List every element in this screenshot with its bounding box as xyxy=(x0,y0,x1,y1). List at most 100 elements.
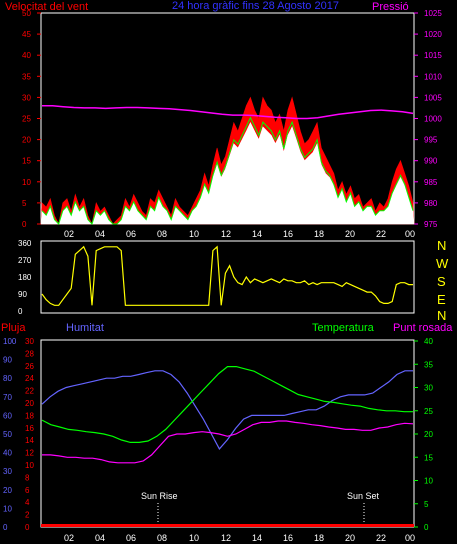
temperature-y-tick-15: 15 xyxy=(424,453,433,462)
wind-y-tick-35: 35 xyxy=(22,72,31,81)
wind-y-tick-15: 15 xyxy=(22,157,31,166)
wind-x-tick-04: 04 xyxy=(95,229,105,239)
pressure-line xyxy=(42,105,414,120)
pressure-title: Pressió xyxy=(372,1,409,13)
rain-y-tick-26: 26 xyxy=(25,362,34,371)
rain-label: Pluja xyxy=(1,322,26,334)
wind-x-tick-22: 22 xyxy=(376,229,386,239)
rain-y-tick-22: 22 xyxy=(25,387,34,396)
dew-point-label: Punt rosada xyxy=(393,322,453,334)
humidity-y-tick-60: 60 xyxy=(3,411,12,420)
rain-y-tick-4: 4 xyxy=(25,498,30,507)
rain-y-tick-8: 8 xyxy=(25,473,30,482)
humidity-y-tick-100: 100 xyxy=(3,337,17,346)
humidity-label: Humitat xyxy=(66,322,104,334)
climate-x-tick-12: 12 xyxy=(221,533,231,543)
wind-y-tick-5: 5 xyxy=(22,199,27,208)
temperature-line xyxy=(41,366,413,443)
wind-x-tick-20: 20 xyxy=(345,229,355,239)
rain-y-tick-14: 14 xyxy=(25,436,34,445)
humidity-y-tick-70: 70 xyxy=(3,393,12,402)
wind-y-tick-10: 10 xyxy=(22,178,31,187)
pressure-y-tick-985: 985 xyxy=(424,178,438,187)
climate-x-tick-20: 20 xyxy=(345,533,355,543)
pressure-y-tick-1015: 1015 xyxy=(424,51,442,60)
climate-x-tick-06: 06 xyxy=(126,533,136,543)
rain-y-tick-0: 0 xyxy=(25,523,30,532)
wind-y-tick-30: 30 xyxy=(22,93,31,102)
temperature-y-tick-25: 25 xyxy=(424,407,433,416)
wind-y-tick-50: 50 xyxy=(22,9,31,18)
temperature-y-tick-30: 30 xyxy=(424,384,433,393)
climate-x-tick-14: 14 xyxy=(252,533,262,543)
compass-s: S xyxy=(437,274,446,289)
temperature-y-tick-0: 0 xyxy=(424,523,429,532)
climate-x-tick-10: 10 xyxy=(189,533,199,543)
humidity-y-tick-80: 80 xyxy=(3,374,12,383)
wind-x-tick-08: 08 xyxy=(157,229,167,239)
wind-y-tick-45: 45 xyxy=(22,30,31,39)
climate-x-tick-22: 22 xyxy=(376,533,386,543)
climate-x-tick-02: 02 xyxy=(64,533,74,543)
wind-average-line xyxy=(41,116,414,225)
rain-y-tick-2: 2 xyxy=(25,511,30,520)
humidity-y-tick-10: 10 xyxy=(3,504,12,513)
direction-y-tick-360: 360 xyxy=(18,239,32,248)
wind-speed-title: Velocitat del vent xyxy=(5,1,88,13)
wind-x-tick-00: 00 xyxy=(405,229,415,239)
rain-y-tick-30: 30 xyxy=(25,337,34,346)
rain-y-tick-24: 24 xyxy=(25,374,34,383)
wind-x-tick-12: 12 xyxy=(221,229,231,239)
pressure-y-tick-1000: 1000 xyxy=(424,115,442,124)
dew-point-line xyxy=(42,420,414,464)
rain-y-tick-6: 6 xyxy=(25,486,30,495)
direction-y-tick-270: 270 xyxy=(18,256,32,265)
temperature-y-tick-5: 5 xyxy=(424,500,429,509)
humidity-y-tick-40: 40 xyxy=(3,449,12,458)
humidity-y-tick-0: 0 xyxy=(3,523,8,532)
rain-y-tick-12: 12 xyxy=(25,449,34,458)
humidity-y-tick-50: 50 xyxy=(3,430,12,439)
pressure-y-tick-990: 990 xyxy=(424,157,438,166)
wind-x-tick-06: 06 xyxy=(126,229,136,239)
temperature-y-tick-10: 10 xyxy=(424,477,433,486)
humidity-line xyxy=(41,370,413,450)
climate-x-tick-08: 08 xyxy=(157,533,167,543)
pressure-y-tick-975: 975 xyxy=(424,220,438,229)
humidity-y-tick-30: 30 xyxy=(3,467,12,476)
compass-n-bottom: N xyxy=(437,308,446,323)
pressure-y-tick-1025: 1025 xyxy=(424,9,442,18)
wind-x-tick-18: 18 xyxy=(314,229,324,239)
temperature-label: Temperatura xyxy=(312,322,375,334)
wind-direction-line xyxy=(41,245,413,306)
climate-x-tick-16: 16 xyxy=(283,533,293,543)
wind-x-tick-02: 02 xyxy=(64,229,74,239)
pressure-y-tick-1010: 1010 xyxy=(424,72,442,81)
pressure-y-tick-980: 980 xyxy=(424,199,438,208)
compass-e: E xyxy=(437,292,446,307)
pressure-y-tick-995: 995 xyxy=(424,136,438,145)
compass-w: W xyxy=(436,256,449,271)
wind-y-tick-0: 0 xyxy=(22,220,27,229)
temperature-y-tick-40: 40 xyxy=(424,337,433,346)
rain-y-tick-28: 28 xyxy=(25,349,34,358)
rain-y-tick-16: 16 xyxy=(25,424,34,433)
rain-y-tick-18: 18 xyxy=(25,411,34,420)
wind-x-tick-10: 10 xyxy=(189,229,199,239)
climate-x-tick-00: 00 xyxy=(405,533,415,543)
direction-panel-frame xyxy=(40,240,415,314)
wind-y-tick-25: 25 xyxy=(22,115,31,124)
rain-y-tick-10: 10 xyxy=(25,461,34,470)
wind-y-tick-20: 20 xyxy=(22,136,31,145)
pressure-y-tick-1020: 1020 xyxy=(424,30,442,39)
sunrise-label: Sun Rise xyxy=(141,491,178,501)
direction-y-tick-0: 0 xyxy=(18,307,23,316)
humidity-y-tick-90: 90 xyxy=(3,356,12,365)
temperature-y-tick-20: 20 xyxy=(424,430,433,439)
chart-title: 24 hora gràfic fins 28 Agosto 2017 xyxy=(172,0,339,12)
direction-y-tick-90: 90 xyxy=(18,290,27,299)
wind-y-tick-40: 40 xyxy=(22,51,31,60)
pressure-y-tick-1005: 1005 xyxy=(424,93,442,102)
climate-x-tick-18: 18 xyxy=(314,533,324,543)
